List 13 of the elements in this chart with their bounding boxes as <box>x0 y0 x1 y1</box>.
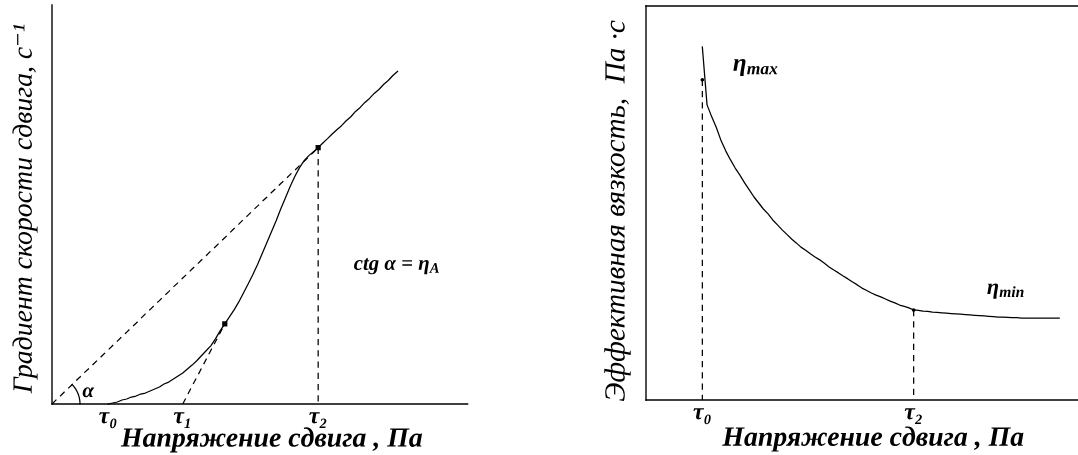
annotation: η$_{max}$ <box>733 58 778 77</box>
x-tick-label: τ₂ <box>309 412 327 428</box>
x-tick-label: τ₀ <box>99 412 117 429</box>
x-tick-label: τ₀ <box>693 408 711 425</box>
x-axis-title: Напряжение сдвига , Па <box>120 427 423 453</box>
annotation: α <box>82 387 95 398</box>
annotation: η$_{min}$ <box>987 283 1024 299</box>
x-tick-label: τ₂ <box>904 408 922 424</box>
annotation: ctg α = η$_{A}$ <box>354 258 439 275</box>
y-axis-title: Эффективная вязкость, Па ·с <box>604 20 631 402</box>
y-axis-title: Градиент скорости сдвига, с⁻¹ <box>12 24 38 394</box>
x-axis-title: Напряжение сдвига , Па <box>722 426 1024 452</box>
x-tick-label: τ₁ <box>173 412 190 428</box>
